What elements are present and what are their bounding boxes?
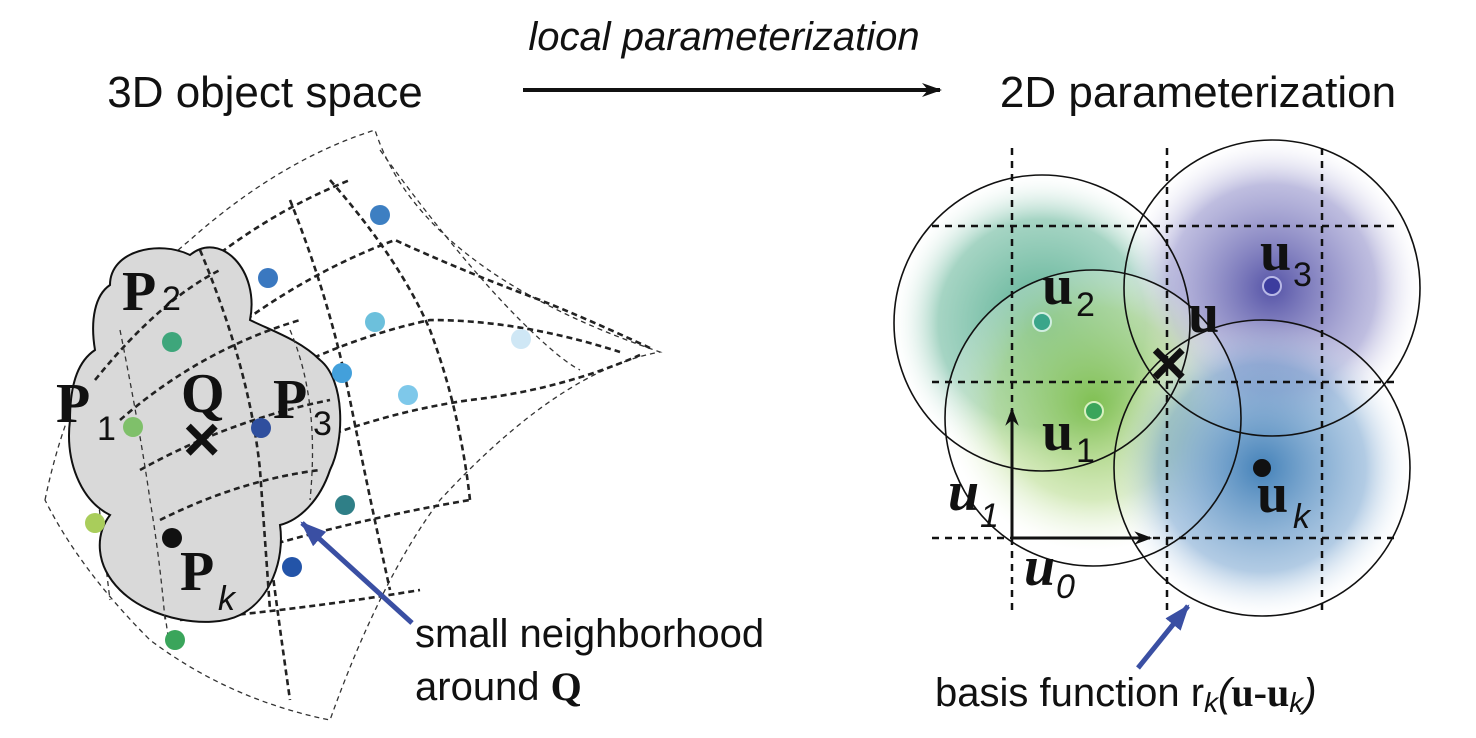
sample-dot [282,557,302,577]
point-p1-label: P [56,373,90,435]
basis-circle-uk-outline [1113,319,1411,617]
sample-dot [365,312,385,332]
point-p2-sub: 2 [162,280,181,318]
point-p3-sub: 3 [313,405,332,443]
sample-dot [398,385,418,405]
query-u-marker: × [1150,327,1187,399]
point-u1-label: u [1042,401,1073,463]
basis-circle-u1-outline [944,269,1242,567]
query-q-marker: × [183,403,220,475]
neighborhood-grid-overlay [93,249,331,621]
transform-label: local parameterization [528,15,919,59]
parameter-points: u 1 u 2 u 3 u k u × [1032,221,1312,536]
point-u3-dot [1262,276,1282,296]
point-u3-label: u [1260,221,1291,283]
point-pk-dot [162,528,182,548]
basis-circle-u2-outline [893,174,1191,472]
surface-sample-points [85,205,531,650]
point-p1-sub: 1 [97,410,116,448]
point-u1-dot [1084,401,1104,421]
right-panel-title: 2D parameterization [1000,68,1396,117]
axis-u1-sub: 1 [980,497,999,535]
neighborhood-callout-line1: small neighborhood [415,612,764,656]
point-uk-sub: k [1293,498,1312,536]
sample-dot [511,329,531,349]
basis-callout-arrow [1136,604,1190,670]
point-p3-label: P [273,369,307,431]
neighborhood-callout-arrow [300,521,414,625]
query-q-label: Q [181,363,225,425]
point-uk-dot [1253,459,1271,477]
neighborhood-region [68,246,342,623]
point-uk-label: u [1257,463,1288,525]
point-u2-sub: 2 [1076,286,1095,324]
axis-u0-label: u [1024,536,1055,598]
point-p2-dot [162,332,182,352]
sample-dot [335,495,355,515]
point-u3-sub: 3 [1293,256,1312,294]
sample-dot [370,205,390,225]
basis-callout-text: basis function rk(u-uk) [935,670,1317,718]
point-p2-label: P [122,261,156,323]
axis-u1-label: u [948,461,979,523]
neighborhood-callout-line2: around Q [415,664,582,709]
point-p3-dot [251,418,271,438]
sample-dot [85,513,105,533]
query-u-label: u [1188,283,1219,345]
point-pk-label: P [180,541,214,603]
point-u2-label: u [1042,255,1073,317]
point-p1-dot [123,417,143,437]
sample-dot [165,630,185,650]
point-u2-dot [1032,312,1052,332]
point-u1-sub: 1 [1076,432,1095,470]
parameter-grid [932,148,1400,612]
sample-dot [332,363,352,383]
neighborhood-points: P 1 P 2 P 3 P k Q × [56,261,332,618]
basis-circle-u3-outline [1123,139,1421,437]
axis-u0-sub: 0 [1056,568,1075,606]
left-panel-title: 3D object space [107,68,423,117]
point-pk-sub: k [218,580,237,618]
sample-dot [258,268,278,288]
